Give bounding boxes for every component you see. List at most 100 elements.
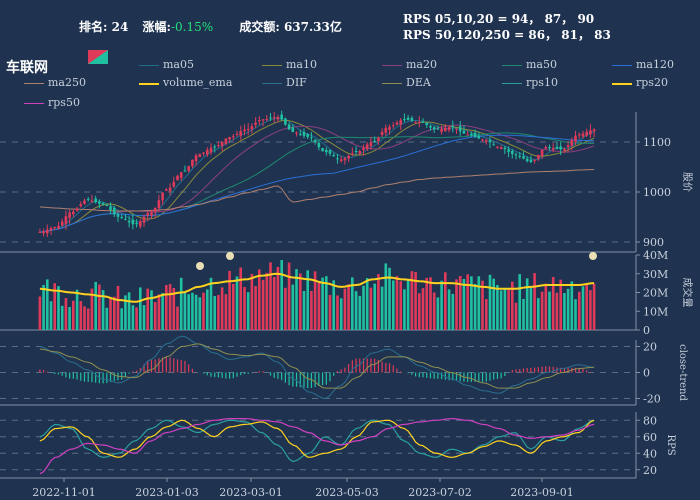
volume-bar — [425, 277, 428, 330]
volume-bar — [499, 290, 503, 330]
legend-line-ma20 — [382, 65, 402, 66]
volume-bar — [578, 291, 581, 330]
volume-bar — [183, 293, 187, 330]
volume-bar — [250, 274, 254, 330]
candle-body — [425, 122, 428, 125]
volume-bar — [563, 293, 566, 330]
volume-bar — [187, 294, 190, 330]
volume-bar — [540, 291, 544, 330]
volume-bar — [317, 282, 321, 330]
legend-label-ma20: ma20 — [406, 58, 437, 71]
candle-body — [157, 200, 161, 209]
candle-body — [220, 141, 224, 146]
rps-line-rps20 — [39, 419, 595, 458]
candle-body — [395, 122, 399, 125]
candle-body — [187, 166, 190, 171]
candle-body — [384, 127, 388, 133]
volume-bar — [79, 301, 83, 330]
volume-bar — [172, 288, 176, 330]
candle-body — [321, 148, 324, 152]
rps-tick-label-0: 20 — [643, 464, 657, 477]
volume-bar — [332, 280, 335, 330]
volume-bar — [168, 284, 172, 330]
candle-body — [172, 181, 176, 187]
volume-bar — [198, 297, 202, 330]
candle-body — [566, 145, 570, 147]
candle-body — [261, 119, 265, 121]
volume-bar — [127, 292, 131, 330]
volume-bar — [351, 277, 354, 330]
candle-body — [313, 139, 317, 142]
legend-line-DIF — [262, 83, 282, 84]
volume-axis-label: 成交量 — [681, 278, 694, 308]
volume-bar — [444, 272, 447, 330]
volume-bar — [414, 272, 417, 330]
volume-bar — [57, 286, 60, 330]
turnover-label: 成交额: — [239, 20, 280, 34]
legend-line-DEA — [382, 83, 402, 84]
volume-tick-label-4: 40M — [643, 249, 668, 262]
candle-body — [94, 198, 97, 203]
volume-bar — [306, 270, 309, 330]
volume-bar — [477, 276, 481, 330]
candle-body — [124, 218, 127, 220]
legend-line-rps50 — [24, 103, 44, 104]
candle-body — [295, 132, 298, 134]
volume-bar — [258, 269, 261, 330]
volume-bar — [377, 274, 380, 330]
macd-tick-label-2: 20 — [643, 341, 657, 354]
volume-bar — [272, 277, 276, 330]
candle-body — [507, 149, 510, 152]
volume-bar — [455, 279, 458, 330]
volume-bar — [325, 276, 328, 330]
candle-body — [589, 130, 592, 135]
volume-bar — [179, 277, 183, 330]
volume-bar — [113, 296, 116, 330]
volume-bar — [488, 274, 492, 330]
candle-body — [377, 137, 380, 141]
price-tick-label-0: 900 — [643, 236, 664, 249]
volume-bar — [109, 297, 112, 330]
candle-body — [42, 231, 45, 234]
volume-bar — [522, 299, 525, 330]
candle-body — [165, 189, 168, 191]
volume-bar — [176, 306, 179, 330]
candle-body — [116, 214, 120, 217]
volume-bar — [537, 298, 540, 330]
x-tick-label-3: 2023-05-03 — [315, 486, 378, 499]
candle-body — [518, 155, 521, 157]
candle-body — [488, 140, 492, 143]
candle-body — [492, 144, 495, 146]
volume-bar — [447, 289, 451, 330]
candle-body — [38, 232, 42, 233]
candle-body — [339, 159, 343, 162]
rps-tick-label-1: 40 — [643, 447, 657, 460]
volume-bar — [38, 296, 42, 330]
candle-body — [388, 126, 391, 130]
volume-bar — [284, 287, 287, 330]
volume-bar — [254, 286, 257, 330]
candle-body — [403, 119, 406, 121]
candle-body — [161, 192, 164, 201]
volume-bar — [362, 285, 365, 330]
candle-body — [272, 117, 276, 119]
x-tick-label-0: 2022-11-01 — [32, 486, 95, 499]
volume-bar — [555, 292, 559, 330]
volume-bar — [135, 307, 138, 330]
candle-body — [131, 220, 135, 225]
x-tick-label-2: 2023-03-01 — [219, 486, 282, 499]
candle-body — [499, 147, 503, 149]
candle-body — [343, 158, 347, 161]
candle-body — [194, 155, 198, 162]
volume-bar — [276, 267, 280, 330]
candle-body — [436, 128, 440, 130]
volume-bar — [566, 288, 570, 330]
volume-bar — [525, 278, 529, 330]
volume-bar — [235, 276, 239, 330]
candle-body — [347, 155, 350, 159]
volume-bar — [559, 279, 562, 330]
volume-bar — [49, 301, 53, 330]
volume-bar — [105, 307, 109, 330]
candle-body — [332, 155, 335, 157]
candle-body — [90, 200, 94, 202]
